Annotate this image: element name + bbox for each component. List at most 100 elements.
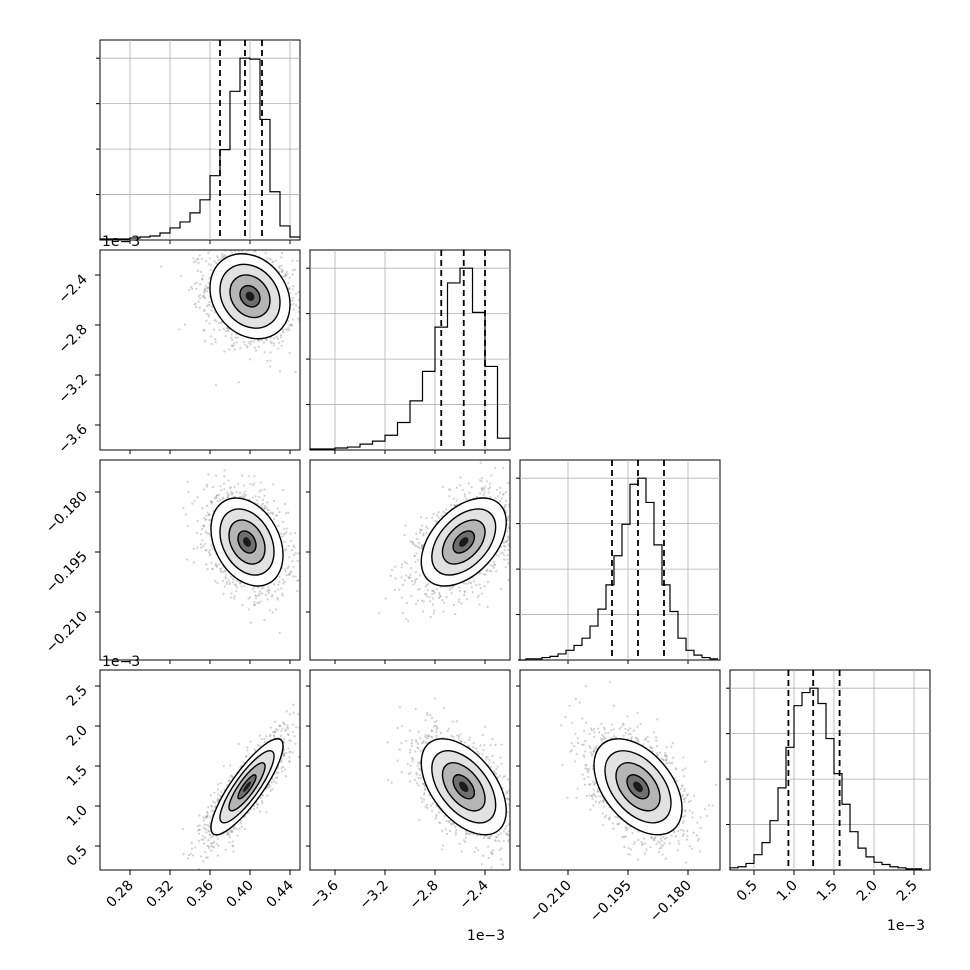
scatter-point (450, 587, 454, 590)
panel-frame-1-1 (309, 249, 511, 451)
scatter-point (297, 579, 300, 582)
scatter-point (425, 531, 428, 535)
scatter-point (417, 541, 421, 544)
scatter-point (505, 540, 508, 543)
scatter-point (231, 338, 234, 341)
scatter-point (513, 485, 515, 487)
scatter-point (257, 594, 260, 598)
scatter-point (203, 247, 205, 249)
scatter-point (204, 518, 207, 521)
scatter-point (284, 328, 287, 331)
scatter-point (476, 596, 479, 599)
scatter-point (258, 490, 261, 493)
scatter-point (279, 336, 283, 339)
scatter-point (257, 345, 260, 348)
histogram-bar (654, 545, 662, 660)
scatter-point (478, 572, 482, 575)
scatter-point (442, 510, 445, 513)
scatter-point (296, 579, 299, 582)
scatter-point (231, 581, 234, 584)
scatter-point (437, 596, 440, 600)
scatter-point (249, 358, 252, 361)
scatter-point (206, 532, 209, 535)
scatter-point (207, 532, 210, 535)
scatter-point (192, 257, 195, 260)
scatter-point (246, 345, 249, 348)
scatter-point (511, 525, 513, 527)
scatter-point (290, 570, 293, 573)
scatter-point (269, 359, 272, 362)
scatter-point (502, 553, 506, 557)
scatter-point (500, 587, 503, 590)
scatter-point (280, 270, 284, 273)
scatter-point (266, 508, 269, 511)
scatter-point (437, 516, 440, 519)
scatter-point (263, 618, 266, 622)
scatter-point (287, 544, 290, 547)
scatter-point (511, 531, 513, 533)
scatter-point (182, 506, 185, 509)
scatter-point (287, 320, 290, 323)
histogram-bar (423, 371, 436, 450)
scatter-point (226, 491, 229, 494)
scatter-point (208, 513, 211, 516)
scatter-point (253, 250, 256, 253)
scatter-point (272, 337, 276, 340)
scatter-point (431, 603, 434, 606)
scatter-point (420, 544, 424, 548)
scatter-point (479, 461, 482, 464)
scatter-point (296, 559, 299, 563)
scatter-point (191, 287, 194, 290)
scatter-point (223, 487, 226, 491)
scatter-point (468, 491, 471, 494)
scatter-point (204, 530, 207, 533)
scatter-point (512, 483, 514, 485)
scatter-point (256, 502, 259, 506)
scatter-point (292, 553, 296, 557)
scatter-point (207, 251, 210, 254)
scatter-group-2-1 (378, 461, 534, 623)
scatter-point (481, 489, 484, 492)
scatter-point (421, 610, 425, 613)
scatter-point (512, 535, 514, 537)
scatter-point (428, 596, 431, 599)
scatter-point (185, 558, 189, 561)
scatter-point (264, 593, 267, 597)
scatter-point (271, 611, 274, 614)
scatter-point (230, 490, 233, 494)
scatter-point (199, 293, 202, 296)
scatter-point (432, 590, 435, 593)
scatter-point (258, 496, 261, 499)
scatter-point (503, 506, 506, 509)
scatter-point (459, 476, 462, 479)
scatter-point (196, 546, 199, 549)
scatter-point (423, 592, 427, 596)
scatter-point (485, 480, 489, 483)
scatter-point (482, 572, 485, 576)
scatter-point (264, 252, 267, 255)
scatter-point (202, 295, 205, 299)
scatter-point (281, 594, 284, 597)
scatter-point (291, 288, 294, 291)
scatter-point (209, 553, 212, 556)
histogram-bar (558, 654, 566, 660)
scatter-point (532, 497, 534, 499)
scatter-point (236, 336, 239, 339)
histogram-bar (686, 650, 694, 660)
scatter-point (463, 493, 466, 496)
scatter-point (504, 503, 507, 507)
scatter-point (494, 497, 497, 500)
scatter-point (437, 511, 440, 514)
scatter-point (184, 513, 188, 516)
scatter-point (507, 481, 510, 484)
scatter-point (378, 612, 381, 615)
scatter-point (407, 576, 410, 579)
scatter-point (215, 565, 219, 568)
scatter-point (278, 341, 281, 344)
scatter-point (241, 243, 243, 245)
scatter-point (264, 338, 268, 341)
scatter-point (475, 495, 478, 499)
scatter-point (208, 553, 211, 557)
scatter-point (263, 351, 266, 354)
scatter-point (431, 589, 434, 592)
